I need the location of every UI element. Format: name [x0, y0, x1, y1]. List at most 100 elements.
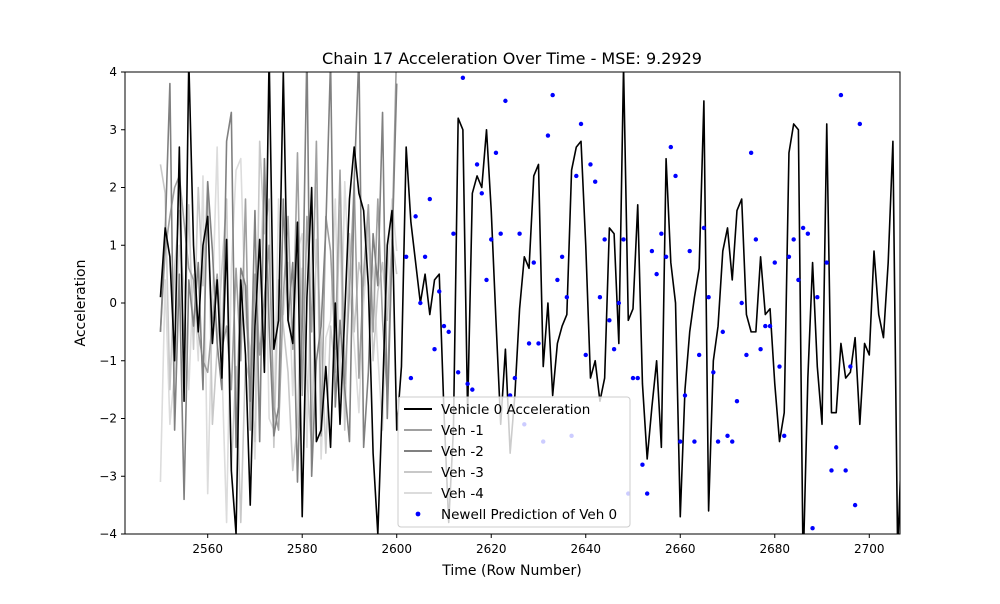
- legend-label: Veh -3: [441, 465, 484, 481]
- prediction-point: [503, 98, 508, 104]
- prediction-point: [460, 75, 466, 80]
- prediction-point: [474, 162, 480, 167]
- prediction-point: [512, 375, 518, 381]
- prediction-point: [484, 277, 489, 283]
- prediction-point: [531, 260, 536, 265]
- chart-legend: Vehicle 0 Acceleration Veh -1 Veh -2 Veh -3…: [397, 396, 631, 528]
- y-tick-label: 2: [109, 181, 117, 195]
- prediction-point: [857, 121, 863, 127]
- prediction-point: [758, 347, 763, 352]
- y-tick-label: 0: [109, 296, 117, 310]
- x-tick-label: 2580: [287, 542, 318, 556]
- prediction-point: [644, 491, 650, 496]
- prediction-point: [550, 92, 555, 98]
- y-tick-label: −2: [99, 412, 117, 426]
- prediction-point: [583, 352, 588, 358]
- prediction-point: [711, 370, 716, 375]
- prediction-point: [611, 347, 617, 352]
- prediction-point: [602, 237, 607, 242]
- prediction-point: [820, 555, 824, 559]
- prediction-point: [748, 150, 754, 156]
- prediction-point: [418, 300, 423, 306]
- prediction-point: [574, 173, 579, 179]
- legend-label: Veh -4: [441, 486, 484, 502]
- prediction-point: [767, 323, 773, 329]
- prediction-point: [427, 196, 433, 202]
- prediction-point: [498, 231, 503, 236]
- prediction-point: [545, 133, 551, 138]
- prediction-point: [734, 398, 740, 404]
- prediction-point: [659, 231, 664, 236]
- prediction-point: [838, 92, 844, 98]
- prediction-point: [621, 237, 626, 242]
- y-tick-label: 3: [109, 123, 117, 137]
- prediction-point: [829, 468, 834, 473]
- prediction-point: [465, 381, 470, 387]
- prediction-point: [663, 254, 669, 259]
- legend-label: Newell Prediction of Veh 0: [441, 507, 617, 523]
- x-tick-label: 2560: [192, 542, 223, 556]
- y-tick-label: −4: [99, 527, 117, 541]
- prediction-point: [493, 150, 499, 156]
- prediction-point: [720, 329, 725, 335]
- prediction-point: [640, 462, 645, 467]
- prediction-point: [782, 433, 787, 439]
- legend-label: Veh -2: [441, 444, 484, 460]
- prediction-point: [668, 144, 674, 150]
- prediction-point: [654, 271, 659, 277]
- prediction-point: [455, 370, 461, 375]
- prediction-point: [446, 329, 451, 335]
- x-tick-label: 2680: [759, 542, 790, 556]
- series-line-1: [159, 72, 397, 437]
- x-axis: 2560 2580 2600 2620 2640 2660 2680 2700: [192, 534, 885, 556]
- x-tick-label: 2640: [570, 542, 601, 556]
- prediction-point: [687, 248, 692, 254]
- prediction-point: [739, 300, 744, 306]
- prediction-point: [413, 214, 418, 219]
- prediction-point: [597, 295, 603, 300]
- y-tick-label: −3: [99, 469, 117, 483]
- legend-label: Veh -1: [441, 423, 484, 439]
- prediction-point: [559, 254, 565, 259]
- prediction-point: [678, 439, 683, 444]
- prediction-point: [791, 237, 796, 242]
- prediction-point: [555, 277, 560, 283]
- prediction-point: [649, 248, 655, 254]
- prediction-point: [588, 162, 593, 167]
- prediction-point: [635, 375, 640, 381]
- prediction-point: [682, 393, 688, 398]
- prediction-point: [701, 225, 707, 231]
- prediction-point: [408, 375, 414, 381]
- prediction-point: [730, 439, 735, 444]
- y-axis: −4 −3 −2 −1 0 1 2 3 4: [99, 65, 125, 541]
- prediction-point: [422, 254, 428, 259]
- prediction-point: [744, 352, 749, 358]
- chart-title: Chain 17 Acceleration Over Time - MSE: 9…: [322, 49, 702, 68]
- prediction-point: [536, 341, 541, 346]
- prediction-point: [800, 225, 806, 231]
- x-tick-label: 2620: [476, 542, 507, 556]
- prediction-point: [517, 231, 522, 236]
- prediction-point: [630, 375, 636, 381]
- prediction-point: [578, 121, 584, 127]
- prediction-point: [696, 352, 702, 358]
- prediction-point: [796, 277, 801, 283]
- prediction-point: [616, 300, 622, 306]
- legend-swatch-5: [415, 511, 421, 517]
- prediction-point: [753, 237, 759, 242]
- y-tick-label: 4: [109, 65, 117, 79]
- prediction-point: [843, 468, 848, 473]
- prediction-point: [432, 347, 437, 352]
- prediction-point: [772, 260, 777, 265]
- prediction-point: [777, 364, 782, 369]
- prediction-point: [852, 502, 858, 508]
- prediction-point: [489, 237, 494, 242]
- prediction-point: [451, 231, 456, 236]
- prediction-point: [479, 191, 484, 196]
- x-axis-label: Time (Row Number): [441, 563, 581, 579]
- prediction-point: [786, 254, 792, 259]
- prediction-point: [692, 439, 697, 444]
- prediction-point: [437, 289, 442, 294]
